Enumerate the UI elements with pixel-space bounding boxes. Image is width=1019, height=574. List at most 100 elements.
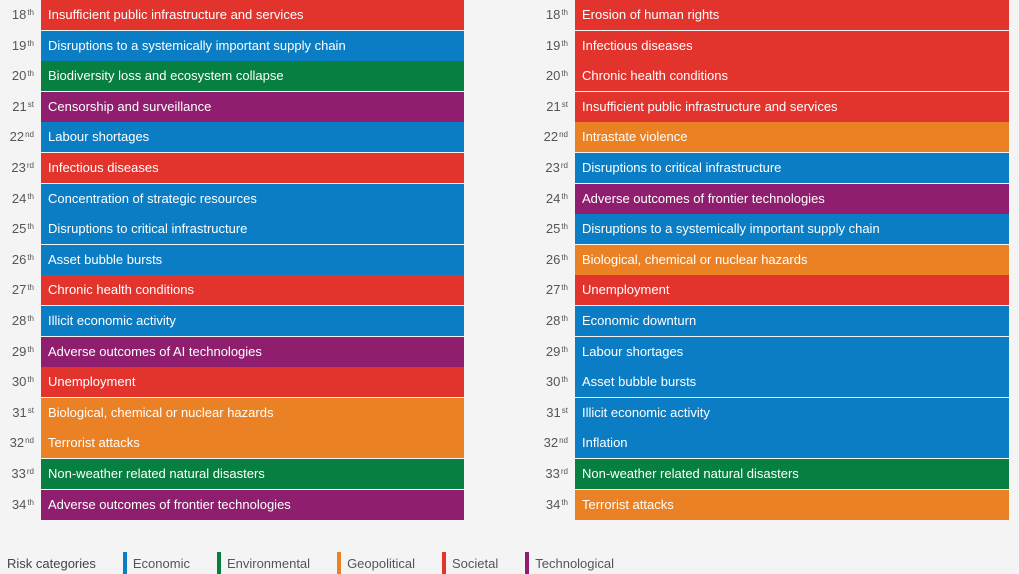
rank-number: 29 [545, 343, 561, 359]
risk-bar: Biodiversity loss and ecosystem collapse [41, 61, 464, 92]
risk-bar: Illicit economic activity [575, 397, 1009, 428]
rank-number: 24 [11, 190, 27, 206]
risk-bar: Disruptions to a systemically important … [575, 214, 1009, 245]
rank-suffix: th [561, 69, 568, 79]
rank-label: 20th [0, 61, 34, 91]
rank-number: 22 [9, 129, 25, 145]
rank-suffix: th [27, 375, 34, 385]
risk-bar: Censorship and surveillance [41, 91, 464, 122]
rank-label: 27th [0, 275, 34, 305]
risk-bar: Intrastate violence [575, 122, 1009, 153]
rank-number: 32 [543, 435, 559, 451]
rank-label: 30th [534, 367, 568, 397]
rank-label: 26th [0, 245, 34, 275]
rank-number: 28 [11, 312, 27, 328]
risk-bar: Labour shortages [41, 122, 464, 153]
rank-label: 20th [534, 61, 568, 91]
rank-suffix: rd [560, 466, 568, 476]
rank-number: 23 [11, 159, 26, 175]
legend-swatch-economic [122, 552, 127, 574]
risk-bar: Insufficient public infrastructure and s… [41, 0, 464, 30]
rank-suffix: rd [26, 160, 34, 170]
rank-suffix: th [27, 497, 34, 507]
rank-label: 23rd [534, 153, 568, 183]
rank-number: 20 [11, 68, 27, 84]
legend-label-economic: Economic [132, 555, 190, 571]
rank-number: 18 [11, 7, 27, 22]
rank-label: 19th [534, 31, 568, 61]
legend-item-environmental: Environmental [216, 552, 310, 574]
rank-label: 25th [534, 214, 568, 244]
rank-label: 28th [0, 306, 34, 336]
rank-label: 33rd [0, 459, 34, 489]
legend-item-geopolitical: Geopolitical [337, 552, 415, 574]
rank-number: 32 [9, 435, 25, 451]
rank-label: 33rd [534, 459, 568, 489]
rank-label: 31st [534, 398, 568, 428]
rank-suffix: nd [559, 130, 568, 140]
rank-suffix: th [561, 38, 568, 48]
rank-number: 29 [11, 343, 27, 359]
risk-bar: Biological, chemical or nuclear hazards [41, 397, 464, 428]
rank-label: 28th [534, 306, 568, 336]
rank-number: 25 [545, 221, 561, 237]
legend-label-geopolitical: Geopolitical [347, 555, 415, 571]
rank-suffix: st [27, 405, 34, 415]
rank-suffix: th [27, 38, 34, 48]
rank-number: 30 [11, 374, 27, 390]
risk-bar: Adverse outcomes of AI technologies [41, 336, 464, 367]
risk-bar: Chronic health conditions [575, 61, 1009, 92]
rank-label: 32nd [0, 428, 34, 458]
rank-label: 34th [0, 490, 34, 520]
rank-suffix: th [27, 313, 34, 323]
risk-bar: Insufficient public infrastructure and s… [575, 91, 1009, 122]
rank-suffix: th [27, 344, 34, 354]
rank-label: 30th [0, 367, 34, 397]
legend-title: Risk categories [7, 555, 96, 571]
rank-suffix: th [561, 252, 568, 262]
rank-suffix: th [561, 497, 568, 507]
rank-suffix: th [561, 283, 568, 293]
risk-bar: Infectious diseases [41, 152, 464, 183]
rank-number: 31 [546, 404, 561, 420]
rank-number: 24 [545, 190, 561, 206]
risk-bar: Non-weather related natural disasters [575, 458, 1009, 489]
risk-bar: Chronic health conditions [41, 275, 464, 306]
rank-number: 26 [11, 251, 27, 267]
rank-number: 26 [545, 251, 561, 267]
rank-label: 19th [0, 31, 34, 61]
rank-number: 28 [545, 312, 561, 328]
rank-suffix: nd [25, 130, 34, 140]
rank-suffix: th [27, 191, 34, 201]
rank-number: 31 [12, 404, 27, 420]
risk-bar: Biological, chemical or nuclear hazards [575, 244, 1009, 275]
legend: Risk categories Economic Environmental G… [7, 552, 641, 574]
risk-bar: Illicit economic activity [41, 305, 464, 336]
rank-number: 30 [545, 374, 561, 390]
rank-number: 22 [543, 129, 559, 145]
rank-label: 27th [534, 275, 568, 305]
rank-label: 21st [534, 92, 568, 122]
risk-bar: Adverse outcomes of frontier technologie… [41, 489, 464, 520]
rank-number: 34 [545, 496, 561, 512]
rank-suffix: th [561, 313, 568, 323]
rank-label: 29th [0, 337, 34, 367]
rank-label: 34th [534, 490, 568, 520]
rank-number: 19 [545, 37, 561, 53]
rank-number: 33 [545, 465, 560, 481]
rank-number: 21 [546, 98, 561, 114]
rank-suffix: th [27, 8, 34, 17]
rank-suffix: th [561, 344, 568, 354]
risk-bar: Non-weather related natural disasters [41, 458, 464, 489]
legend-label-societal: Societal [452, 555, 499, 571]
legend-item-societal: Societal [442, 552, 498, 574]
risk-bar: Terrorist attacks [41, 428, 464, 459]
legend-swatch-technological [525, 552, 530, 574]
legend-label-technological: Technological [535, 555, 615, 571]
rank-number: 27 [545, 282, 561, 298]
risk-bar: Disruptions to a systemically important … [41, 30, 464, 61]
rank-number: 20 [545, 68, 561, 84]
rank-number: 18 [545, 7, 561, 22]
risk-bar: Infectious diseases [575, 30, 1009, 61]
rank-suffix: rd [560, 160, 568, 170]
